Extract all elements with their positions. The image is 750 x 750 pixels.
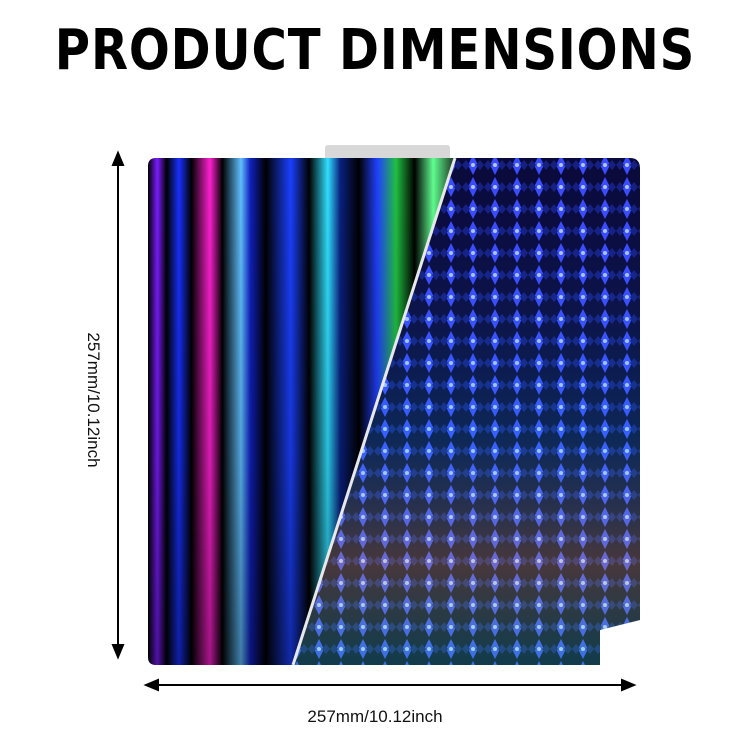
plate-tab <box>325 145 450 161</box>
page-title: PRODUCT DIMENSIONS <box>54 18 696 83</box>
plate-split-edge <box>291 157 457 666</box>
width-arrow <box>143 678 637 692</box>
height-arrow <box>111 150 125 660</box>
width-label: 257mm/10.12inch <box>307 707 443 726</box>
height-label: 257mm/10.12inch <box>84 332 103 468</box>
